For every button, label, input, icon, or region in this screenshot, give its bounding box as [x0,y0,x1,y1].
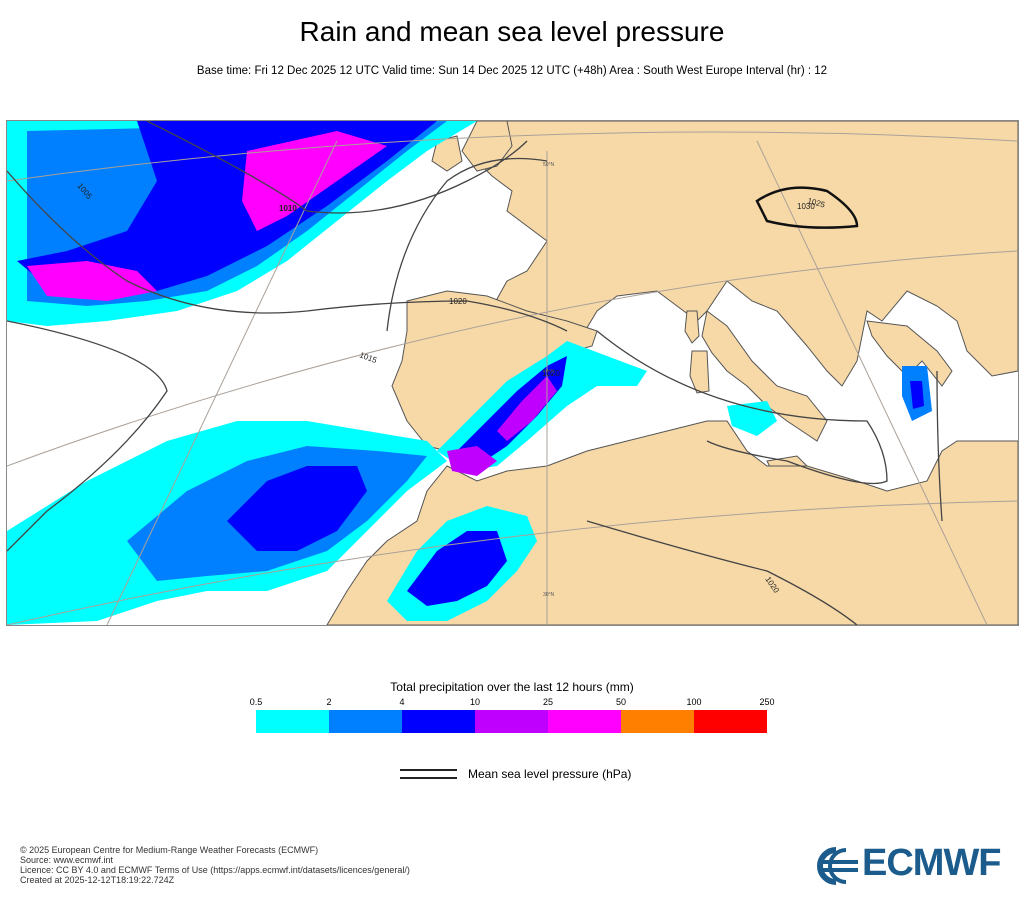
footer-source: Source: www.ecmwf.int [20,855,114,865]
legend-title: Total precipitation over the last 12 hou… [390,680,634,694]
isobar-label: 1020 [449,297,467,306]
isobar-3 [146,121,528,214]
legend-tick-label: 0.5 [249,697,263,707]
ecmwf-logo[interactable]: ECMWF [812,842,1008,886]
isobar-legend-line-bottom [400,777,457,779]
legend-tick-label: 50 [615,697,627,707]
land-britain [461,121,513,172]
parallel-30n [7,500,1018,625]
chart-title: Rain and mean sea level pressure [299,16,725,47]
precip-atlantic-west-intense [27,261,157,301]
land-corsica [689,350,710,394]
precip-ionian-heavy [910,381,924,409]
precip-alboran [447,446,497,476]
legend-color-swatch [694,710,767,733]
legend-color-swatch [256,710,329,733]
precip-tunisia [727,401,777,436]
footer-copyright: © 2025 European Centre for Medium-Range … [20,845,319,855]
isobar-2 [7,320,168,552]
precip-morocco-heavy [407,531,507,606]
legend-tick-label: 100 [686,697,702,707]
forecast-map[interactable]: 1005 1010 1015 1020 1020 1025 1030 1020 … [6,120,1019,626]
ecmwf-logo-icon [817,847,858,885]
pressure-legend-label: Mean sea level pressure (hPa) [468,767,632,781]
legend-tick-label: 4 [399,697,405,707]
isobar-7 [586,520,858,625]
legend-tick-label: 250 [759,697,775,707]
isobar-8 [936,370,943,522]
precip-atlantic-north-intense [242,131,387,231]
precip-med-intense [497,376,557,441]
land-ireland [431,135,463,172]
legend-tick-label: 25 [542,697,554,707]
isobar-label: 1030 [797,202,815,211]
grid-labels: 50°N 40°N 30°N [543,162,555,598]
isobar-5 [755,186,859,229]
precipitation [7,121,932,625]
parallel-50n [7,131,1018,182]
isobar-6 [596,330,888,485]
isobar-legend-line-top [400,769,457,771]
legend-color-swatch [621,710,694,733]
isobar-1 [7,170,568,332]
land-italy [701,310,828,442]
parallel-40n [7,250,1018,467]
land-sardinia [684,310,700,344]
legend-tick-label: 2 [326,697,332,707]
grid-label: 40°N [543,369,555,375]
isobars [7,121,943,625]
footer-created: Created at 2025-12-12T18:19:22.724Z [20,875,175,885]
graticule [7,131,1018,625]
chart-subtitle: Base time: Fri 12 Dec 2025 12 UTC Valid … [196,65,828,77]
isobar-label: 1020 [542,369,560,378]
legend-tick-label: 10 [469,697,481,707]
land-greece [866,320,953,387]
isobar-label: 1010 [279,204,297,213]
grid-label: 50°N [543,162,555,168]
meridian-west [106,140,338,625]
legend-color-swatch [548,710,621,733]
ecmwf-logo-text: ECMWF [862,842,1002,884]
meridian-east [756,140,988,625]
isobar-4 [386,157,548,332]
grid-label: 30°N [543,592,555,598]
legend-color-swatch [329,710,402,733]
isobar-label: 1015 [358,350,378,365]
legend-color-swatch [402,710,475,733]
precip-atlantic-south-heavy [227,466,367,551]
legend-color-swatch [475,710,548,733]
footer-licence: Licence: CC BY 4.0 and ECMWF Terms of Us… [20,865,410,875]
